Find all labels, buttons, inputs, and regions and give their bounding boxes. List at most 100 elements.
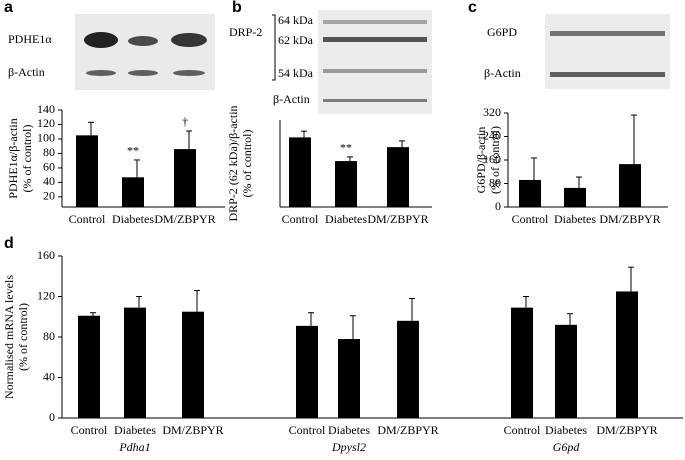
- x-tick-label: DM/ZBPYR: [596, 423, 657, 437]
- group-label: G6pd: [553, 440, 581, 454]
- group-label: Dpysl2: [331, 440, 366, 454]
- y-tick-label: 60: [43, 160, 55, 174]
- annotation: **: [340, 141, 352, 155]
- x-tick-label: Diabetes: [114, 423, 156, 437]
- y-axis-label: DRP-2 (62 kDa)/β-actin: [226, 105, 240, 221]
- y-axis-label: G6PD/β-actin: [474, 127, 488, 194]
- y-tick-label: 120: [37, 288, 55, 302]
- band: [128, 36, 158, 46]
- group-label: Pdha1: [118, 440, 150, 454]
- bar: [122, 177, 144, 207]
- blot-image: [318, 10, 432, 114]
- bar: [619, 164, 641, 207]
- panel-label: c: [468, 0, 477, 16]
- y-tick-label: 80: [43, 145, 55, 159]
- x-tick-label: Diabetes: [328, 423, 370, 437]
- band: [173, 70, 205, 76]
- band: [323, 20, 427, 24]
- panel-label: a: [4, 0, 13, 16]
- y-tick-label: 120: [37, 116, 55, 130]
- y-tick-label: 0: [495, 199, 501, 213]
- bar: [296, 325, 318, 418]
- y-axis-label: PDHE1α/β-actin: [6, 118, 20, 198]
- bar: [78, 315, 100, 418]
- bar: [335, 161, 357, 207]
- y-tick-label: 0: [49, 410, 55, 424]
- band: [550, 72, 665, 77]
- blot-label: PDHE1α: [8, 32, 52, 46]
- x-tick-label: DM/ZBPYR: [154, 212, 215, 226]
- y-axis-label: (% of control): [20, 125, 34, 193]
- band: [323, 37, 427, 42]
- blot-a: PDHE1α β-Actin: [8, 14, 215, 90]
- blot-image: [545, 14, 670, 89]
- x-tick-label: Control: [512, 212, 549, 226]
- y-tick-label: 240: [483, 128, 501, 142]
- y-axis-label: (% of control): [488, 126, 502, 194]
- x-tick-label: Diabetes: [545, 423, 587, 437]
- y-axis-label: (% of control): [240, 130, 254, 198]
- y-tick-label: 40: [43, 174, 55, 188]
- band: [323, 69, 427, 73]
- x-tick-label: Control: [71, 423, 108, 437]
- bar: [555, 324, 577, 418]
- x-tick-label: Diabetes: [325, 212, 367, 226]
- band: [323, 99, 427, 102]
- marker-label: 64 kDa: [278, 13, 314, 27]
- x-tick-label: Control: [69, 212, 106, 226]
- y-tick-label: 20: [43, 189, 55, 203]
- y-tick-label: 100: [37, 131, 55, 145]
- blot-label: DRP-2: [229, 25, 262, 39]
- bar: [397, 320, 419, 418]
- blot-label: β-Actin: [8, 65, 45, 79]
- y-axis-label: (% of control): [16, 303, 30, 371]
- x-tick-label: DM/ZBPYR: [367, 212, 428, 226]
- x-tick-label: Control: [504, 423, 541, 437]
- panel-label: b: [232, 0, 242, 16]
- blot-label: β-Actin: [484, 66, 521, 80]
- bar: [564, 187, 586, 207]
- blot-image: [75, 14, 215, 90]
- y-tick-label: 140: [37, 102, 55, 116]
- x-tick-label: Diabetes: [554, 212, 596, 226]
- x-tick-label: Diabetes: [112, 212, 154, 226]
- blot-c: G6PD β-Actin: [484, 14, 670, 89]
- marker-label: 54 kDa: [278, 66, 314, 80]
- bar: [519, 179, 541, 207]
- band: [128, 70, 158, 76]
- x-tick-label: DM/ZBPYR: [162, 423, 223, 437]
- blot-b: DRP-2 64 kDa 62 kDa 54 kDa β-Actin: [229, 10, 432, 114]
- bracket: [272, 14, 276, 81]
- band: [171, 33, 207, 47]
- x-tick-label: DM/ZBPYR: [599, 212, 660, 226]
- band: [84, 32, 118, 48]
- blot-label: β-Actin: [273, 92, 310, 106]
- bar: [174, 149, 196, 207]
- band: [550, 31, 665, 36]
- bar: [289, 137, 311, 207]
- y-axis-label: Normalised mRNA levels: [2, 275, 16, 399]
- y-tick-label: 80: [489, 175, 501, 189]
- x-tick-label: Control: [282, 212, 319, 226]
- bar: [511, 307, 533, 418]
- bar: [338, 339, 360, 418]
- y-tick-label: 160: [37, 248, 55, 262]
- bar: [76, 135, 98, 207]
- panel-label: d: [4, 235, 14, 252]
- bar: [124, 307, 146, 418]
- bar: [182, 311, 204, 418]
- annotation: †: [182, 115, 188, 129]
- y-tick-label: 40: [43, 369, 55, 383]
- marker-label: 62 kDa: [278, 33, 314, 47]
- band: [86, 70, 116, 76]
- bar: [616, 291, 638, 418]
- y-tick-label: 320: [483, 105, 501, 119]
- annotation: **: [127, 144, 139, 158]
- x-tick-label: Control: [289, 423, 326, 437]
- x-tick-label: DM/ZBPYR: [377, 423, 438, 437]
- y-tick-label: 160: [483, 152, 501, 166]
- blot-label: G6PD: [487, 25, 517, 39]
- bar: [387, 147, 409, 207]
- y-tick-label: 80: [43, 329, 55, 343]
